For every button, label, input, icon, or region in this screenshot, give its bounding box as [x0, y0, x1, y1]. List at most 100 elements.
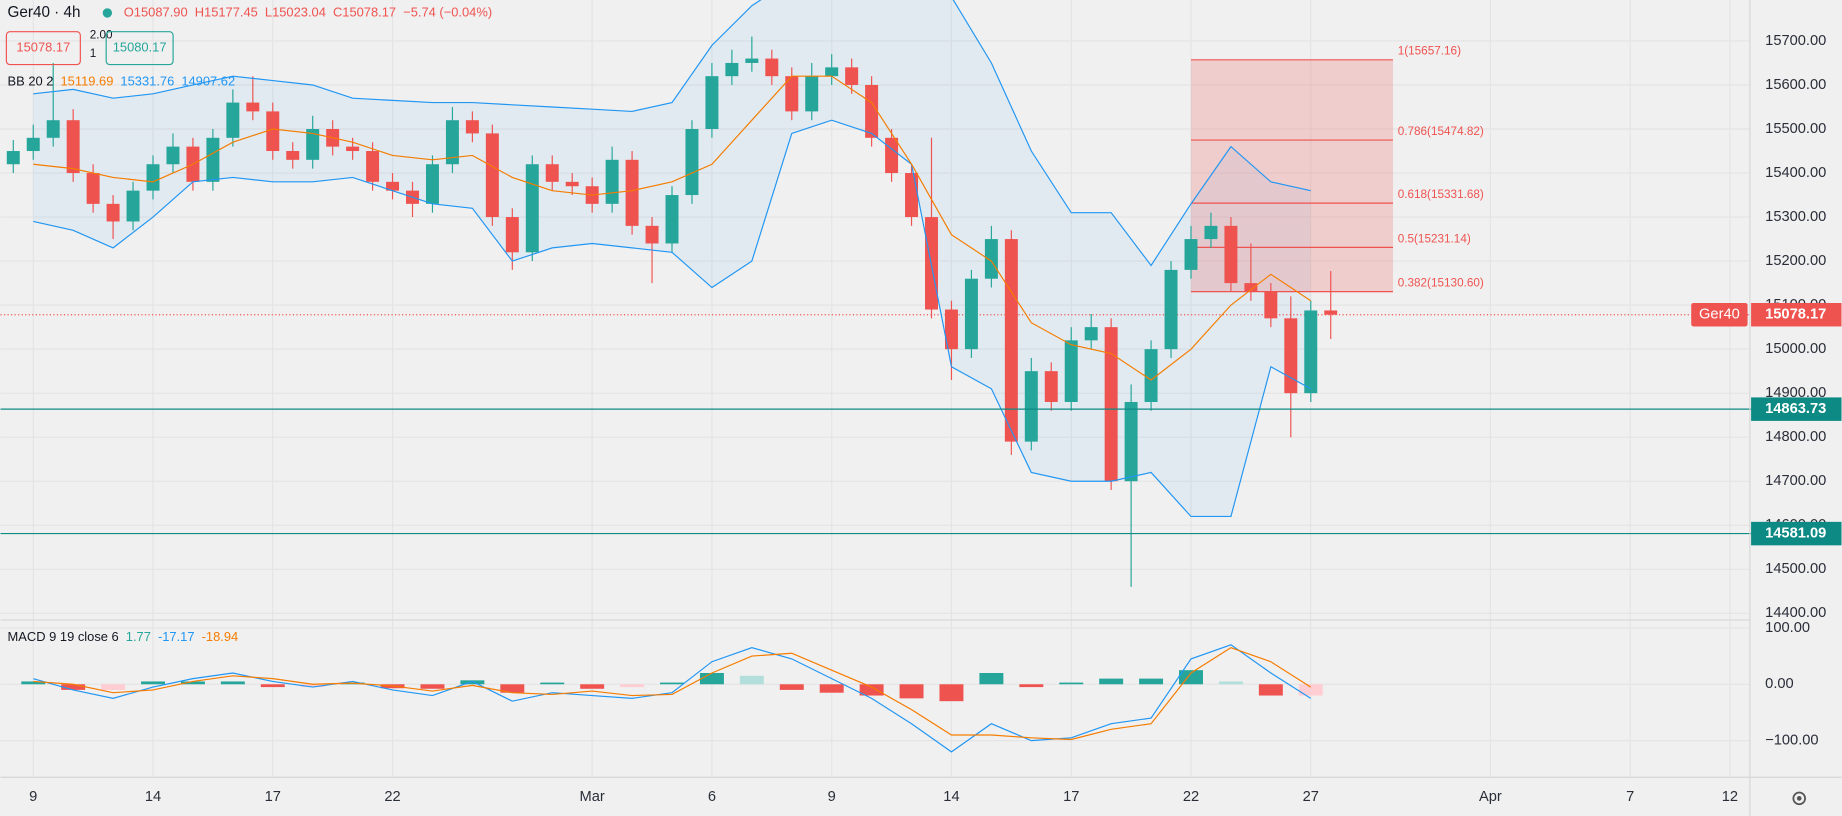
macd-histogram-bar [899, 684, 924, 699]
macd-histogram-bar [260, 684, 285, 688]
overlays: 1(15657.16) 0.786(15474.82) 0.618(15331.68… [0, 0, 1750, 517]
indicator-value: -17.17 [158, 629, 195, 644]
macd-histogram-bar [819, 684, 844, 693]
candle-body [745, 58, 759, 63]
candle-body [805, 76, 819, 112]
symbol[interactable]: Ger40 · 4h [8, 4, 81, 21]
candle-body [306, 129, 320, 160]
candle-body [226, 102, 240, 138]
price-tags: 14863.73 14581.09 Ger40 15078.17 [1691, 302, 1842, 546]
settings-icon[interactable] [1792, 791, 1806, 806]
ohlc-value: L15023.04 [265, 4, 326, 19]
candle-body [765, 58, 779, 77]
candle-body [865, 84, 879, 138]
quantity: 1 [90, 47, 97, 60]
macd-histogram-bar [141, 681, 165, 685]
price-tag [1751, 302, 1842, 327]
sell-price[interactable]: 15078.17 [16, 40, 70, 55]
ohlc-value: −5.74 (−0.04%) [403, 4, 492, 19]
y-tick-label: −100.00 [1765, 732, 1818, 748]
x-tick-label: 22 [1183, 789, 1199, 805]
x-tick-label: 7 [1626, 789, 1634, 805]
macd-histogram-bar [1059, 682, 1084, 685]
candle-body [1144, 349, 1158, 402]
macd-histogram-bar [739, 675, 764, 685]
candle-body [725, 62, 739, 77]
indicator-value: 15119.69 [61, 74, 114, 89]
candle-body [485, 133, 499, 218]
signal-line [33, 646, 1312, 741]
candle-body [685, 129, 699, 196]
price-tag-label: 14581.09 [1765, 525, 1826, 541]
y-tick-label: 14400.00 [1765, 605, 1826, 621]
y-tick-label: 14900.00 [1765, 385, 1826, 401]
x-tick-label: 9 [828, 789, 836, 805]
candle-body [1324, 310, 1338, 315]
candle-body [1304, 310, 1318, 394]
market-status [102, 8, 113, 18]
macd-histogram-bar [300, 684, 325, 688]
candle-body [505, 217, 519, 253]
price-tag [1751, 521, 1842, 546]
y-tick-label: 100.00 [1765, 620, 1810, 636]
candle-body [525, 164, 539, 253]
x-tick-label: 6 [708, 789, 716, 805]
candle-body [166, 146, 180, 165]
candle-body [1004, 239, 1018, 442]
y-tick-label: 15000.00 [1765, 341, 1826, 357]
fib-label: 0.618(15331.68) [1398, 188, 1484, 201]
candle-body [266, 111, 280, 152]
indicator-value: -18.94 [202, 629, 239, 644]
candle-body [1024, 371, 1038, 442]
x-tick-label: Apr [1479, 789, 1502, 805]
macd-histogram-bar [580, 684, 605, 689]
price-tag-label: 14863.73 [1765, 401, 1826, 417]
ohlc-value: C15078.17 [333, 4, 396, 19]
x-tick-label: 14 [943, 789, 959, 805]
macd-histogram-bar [1298, 684, 1323, 696]
candle-body [885, 137, 899, 174]
candle-body [964, 278, 978, 350]
macd-histogram-bar [1099, 678, 1124, 685]
candle-body [6, 151, 20, 165]
candle-body [1044, 371, 1058, 402]
x-tick-label: 14 [145, 789, 161, 805]
bollinger-upper [33, 0, 1311, 267]
indicator-value: 1.77 [126, 629, 151, 644]
candle-body [845, 67, 859, 85]
macd-histogram-bar [859, 684, 884, 696]
candle-body [286, 151, 300, 160]
macd-histogram-bar [220, 681, 245, 685]
sell-button[interactable] [5, 31, 81, 66]
candle-body [625, 159, 639, 226]
candle-body [206, 137, 220, 182]
y-tick-label: 15200.00 [1765, 253, 1826, 269]
candle-body [565, 181, 579, 187]
y-tick-label: 0.00 [1765, 676, 1794, 692]
macd-histogram-bar [180, 681, 205, 685]
fib-label: 0.5(15231.14) [1398, 232, 1471, 245]
buy-button[interactable] [105, 31, 174, 66]
x-tick-label: 12 [1722, 789, 1738, 805]
macd-histogram-bar [540, 682, 565, 685]
indicator-name: MACD 9 19 close 6 [8, 629, 119, 644]
candle-body [66, 120, 80, 174]
buy-price[interactable]: 15080.17 [113, 40, 167, 55]
macd-histogram-bar [460, 680, 485, 685]
macd-histogram-bar [1258, 684, 1283, 696]
candle-body [465, 120, 479, 134]
candle-body [246, 102, 260, 112]
candle-body [1084, 327, 1098, 341]
indicator-lines [0, 0, 1842, 753]
candle-body [905, 173, 919, 218]
candle-body [1104, 327, 1118, 482]
x-tick-label: Mar [580, 789, 605, 805]
y-tick-label: 15500.00 [1765, 121, 1826, 137]
candle-body [1184, 239, 1198, 270]
fib-label: 0.382(15130.60) [1398, 277, 1484, 290]
y-tick-label: 15300.00 [1765, 209, 1826, 225]
fib-zone [1190, 59, 1394, 292]
axes: 9 14 17 22 Mar 6 9 14 17 22 27 Apr 7 12 14400.00 14500.… [29, 33, 1826, 805]
fib-label: 1(15657.16) [1398, 45, 1461, 58]
symbol-tag [1691, 302, 1748, 327]
